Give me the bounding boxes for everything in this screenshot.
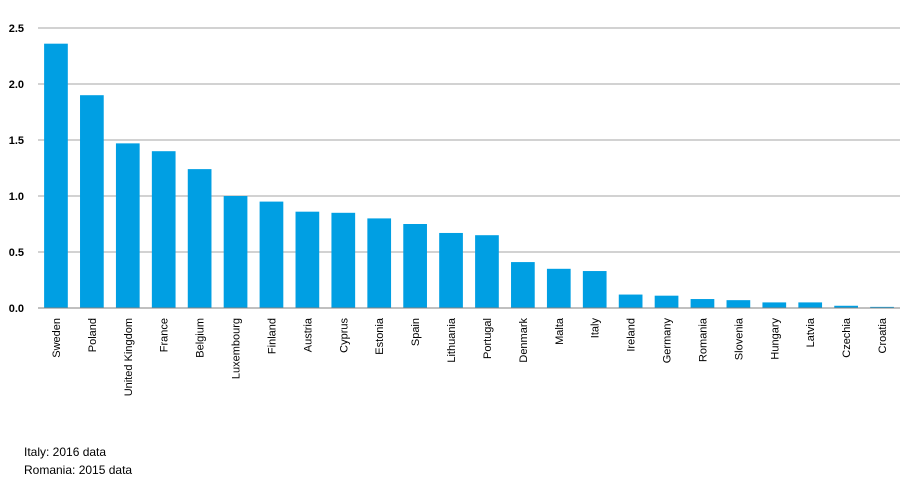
x-category-label: Malta — [554, 317, 566, 345]
bar-hungary — [762, 302, 787, 308]
bar-denmark — [511, 262, 535, 308]
x-category-label: Luxembourg — [231, 318, 243, 379]
x-category-label: Croatia — [877, 317, 889, 353]
bar-latvia — [798, 302, 823, 308]
x-category-label: Hungary — [769, 318, 781, 360]
y-tick-label: 0.5 — [9, 247, 24, 259]
x-category-label: Poland — [87, 318, 99, 352]
bar-poland — [80, 95, 104, 308]
x-category-label: United Kingdom — [123, 318, 135, 396]
bar-luxembourg — [223, 196, 248, 308]
bar-united-kingdom — [115, 143, 140, 308]
x-category-label: Spain — [410, 318, 422, 346]
bar-slovenia — [726, 300, 751, 308]
y-tick-label: 1.5 — [9, 135, 24, 147]
bar-czechia — [834, 305, 858, 308]
bar-austria — [295, 211, 320, 308]
x-category-label: Germany — [662, 318, 674, 364]
bar-malta — [546, 268, 571, 308]
y-axis-tick-labels: 0.0 0.5 1.0 1.5 2.0 2.5 — [9, 23, 24, 315]
bar-portugal — [475, 235, 499, 308]
bar-estonia — [367, 218, 392, 308]
y-tick-label: 1.0 — [9, 191, 24, 203]
x-category-label: Denmark — [518, 318, 530, 363]
footnote-italy: Italy: 2016 data — [24, 445, 107, 459]
bar-finland — [259, 201, 284, 308]
x-category-label: Ireland — [626, 318, 638, 352]
bar-belgium — [187, 169, 212, 308]
bar-lithuania — [439, 232, 463, 308]
y-tick-label: 2.0 — [9, 79, 24, 91]
x-category-label: Sweden — [51, 318, 63, 358]
x-category-label: Belgium — [195, 318, 207, 358]
footnote-romania: Romania: 2015 data — [24, 463, 133, 477]
bar-chart: 0.0 0.5 1.0 1.5 2.0 2.5 Sweden Poland United Ki… — [9, 23, 900, 396]
x-category-label: Estonia — [374, 317, 386, 355]
x-category-label: Lithuania — [446, 317, 458, 363]
bar-cyprus — [331, 212, 356, 308]
x-category-label: Cyprus — [338, 318, 350, 353]
bar-croatia — [870, 306, 894, 308]
bar-sweden — [44, 43, 68, 309]
bar-france — [151, 151, 176, 308]
y-tick-label: 0.0 — [9, 303, 24, 315]
x-category-label: Latvia — [805, 317, 817, 347]
y-tick-label: 2.5 — [9, 23, 24, 35]
x-category-label: Finland — [266, 318, 278, 354]
x-category-label: Slovenia — [733, 317, 745, 360]
bar-spain — [403, 224, 427, 308]
x-category-label: Portugal — [482, 318, 494, 359]
bar-italy — [582, 271, 607, 308]
x-category-label: Italy — [590, 318, 602, 339]
x-category-label: Romania — [697, 317, 709, 362]
x-category-label: France — [159, 318, 171, 352]
bar-germany — [654, 295, 679, 308]
bars — [44, 43, 894, 309]
footnotes: Italy: 2016 data Romania: 2015 data — [24, 443, 132, 479]
x-axis-category-labels: Sweden Poland United Kingdom France Belgium L… — [51, 317, 889, 396]
x-category-label: Czechia — [841, 317, 853, 358]
x-category-label: Austria — [302, 317, 314, 352]
bar-ireland — [618, 294, 643, 308]
bar-romania — [690, 299, 715, 308]
gridlines — [38, 27, 900, 253]
